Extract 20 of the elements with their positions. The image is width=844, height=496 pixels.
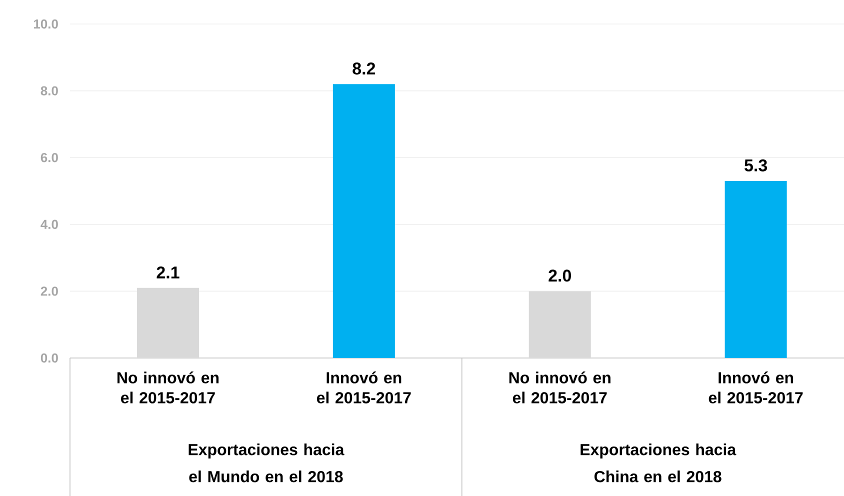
y-tick-label: 8.0 (40, 86, 58, 96)
text: Exportaciones hacia China en el 2018 (580, 444, 736, 482)
y-tick-label: 10.0 (34, 19, 58, 29)
y-tick-label: 4.0 (40, 220, 58, 229)
bar (724, 180, 787, 358)
x-tick-label: No innovó en el 2015-2017 (117, 372, 219, 404)
data-label: 5.3 (744, 159, 768, 172)
y-tick-label: 0.0 (40, 353, 58, 363)
data-label: 2.0 (548, 270, 571, 282)
y-tick-label: 6.0 (40, 152, 58, 162)
bar (136, 288, 199, 358)
bar (332, 84, 395, 358)
x-tick-label: No innovó en el 2015-2017 (509, 372, 610, 404)
data-label: 8.2 (352, 62, 376, 75)
y-tick-label: 2.0 (40, 286, 58, 296)
x-tick-label: Innovó en el 2015-2017 (708, 372, 803, 404)
data-label: 2.1 (156, 266, 180, 278)
x-tick-label: Innovó en el 2015-2017 (316, 372, 411, 404)
bar (528, 291, 591, 358)
text: Exportaciones hacia el Mundo en el 2018 (188, 444, 344, 482)
